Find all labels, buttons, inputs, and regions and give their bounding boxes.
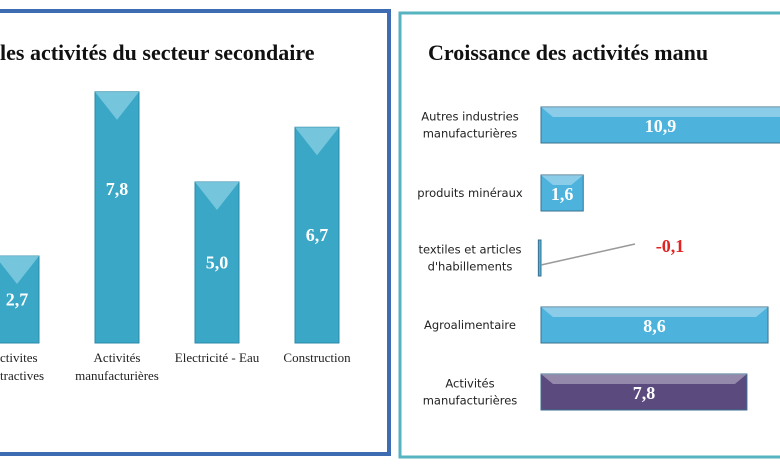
y-tick-label: textiles et articles: [418, 243, 521, 257]
y-tick-label: Autres industries: [421, 110, 518, 124]
value-label: -0,1: [656, 236, 685, 256]
x-tick-label: tractives: [0, 368, 44, 383]
y-tick-label: manufacturières: [423, 394, 518, 408]
value-label: 1,6: [551, 184, 574, 204]
leader-line: [540, 243, 636, 266]
left-panel: [0, 9, 391, 456]
value-label: 10,9: [645, 116, 677, 136]
bar: [540, 106, 780, 144]
y-tick-label: Agroalimentaire: [424, 318, 516, 332]
chart-title: les activités du secteur secondaire: [0, 40, 315, 65]
x-tick-label: Activités: [94, 350, 141, 365]
value-label: 5,0: [206, 253, 229, 273]
y-tick-label: manufacturières: [423, 127, 518, 141]
value-label: 6,7: [306, 225, 329, 245]
value-label: 2,7: [6, 290, 29, 310]
value-label: 7,8: [106, 179, 129, 199]
y-tick-label: Activités: [445, 377, 494, 391]
y-tick-label: produits minéraux: [417, 186, 523, 200]
chart-title: Croissance des activités manu: [428, 40, 708, 65]
bar-bevel: [541, 307, 769, 317]
bar-bevel: [195, 182, 239, 210]
bar-bevel: [95, 91, 139, 120]
bar: [94, 91, 140, 344]
bar: [294, 126, 340, 344]
bar: [540, 306, 769, 344]
bar-bevel: [0, 256, 39, 285]
bar-bevel: [541, 107, 780, 117]
bar: [540, 174, 584, 212]
bar-bevel: [295, 127, 339, 156]
x-tick-label: manufacturières: [75, 368, 159, 383]
x-tick-label: Construction: [283, 350, 351, 365]
x-tick-label: Electricité - Eau: [175, 350, 260, 365]
y-tick-label: d'habillements: [428, 260, 513, 274]
bar: [537, 239, 542, 277]
bar-bevel: [541, 374, 747, 384]
right-panel: [398, 11, 780, 459]
value-label: 7,8: [633, 383, 656, 403]
bar: [540, 373, 748, 411]
value-label: 8,6: [643, 316, 666, 336]
bar-bevel: [541, 175, 584, 185]
x-tick-label: ctivites: [0, 350, 38, 365]
